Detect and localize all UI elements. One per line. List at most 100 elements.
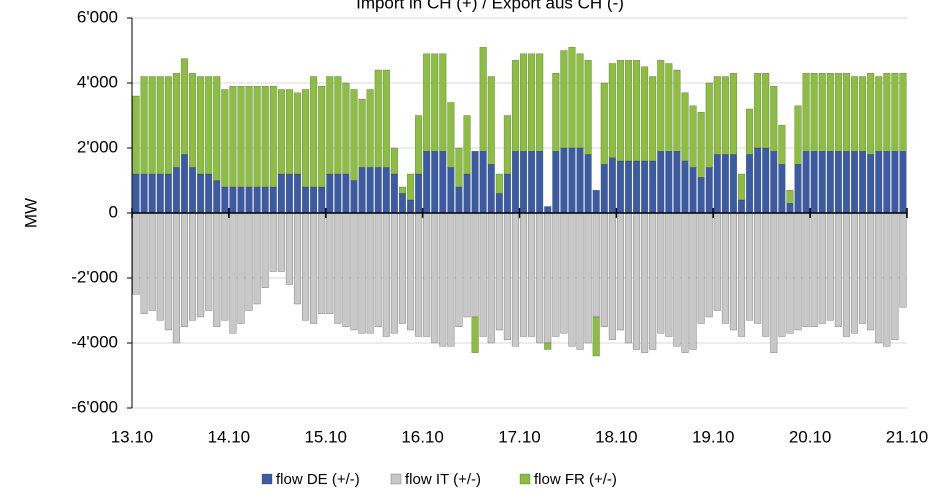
bar-segment	[641, 212, 649, 353]
bar-segment	[180, 154, 189, 214]
legend-swatch	[261, 473, 273, 485]
bar-segment	[479, 151, 487, 214]
bar-segment	[342, 173, 350, 214]
bar-segment	[374, 212, 382, 327]
bar-segment	[560, 50, 568, 149]
bar-segment	[455, 212, 463, 327]
bar-segment	[180, 58, 189, 155]
bar-segment	[624, 60, 633, 162]
bar-segment	[689, 105, 697, 168]
bar-segment	[713, 76, 721, 155]
bar-segment	[398, 212, 407, 324]
bar-segment	[544, 212, 552, 344]
bar-segment	[867, 154, 875, 214]
bar-segment	[511, 151, 520, 214]
bar-segment	[164, 173, 172, 214]
bar-segment	[358, 167, 366, 214]
bar-segment	[810, 73, 818, 152]
bar-segment	[850, 151, 859, 214]
bar-segment	[762, 73, 770, 149]
bar-segment	[398, 186, 407, 194]
y-axis-label: MW	[21, 198, 40, 228]
bar-segment	[180, 212, 189, 327]
bar-segment	[697, 212, 705, 324]
bar-segment	[398, 193, 407, 214]
bar-segment	[503, 212, 511, 340]
y-tick-label: 4'000	[77, 72, 118, 91]
bar-segment	[431, 151, 439, 214]
bar-segment	[600, 82, 608, 165]
bar-segment	[810, 212, 818, 327]
bar-segment	[641, 160, 649, 214]
bar-segment	[875, 212, 883, 344]
bar-segment	[665, 151, 673, 214]
bar-segment	[568, 212, 576, 347]
bar-segment	[213, 212, 221, 327]
bar-segment	[608, 63, 616, 158]
bar-segment	[172, 73, 180, 168]
bar-segment	[657, 151, 665, 214]
bar-segment	[697, 177, 705, 214]
bar-segment	[883, 151, 891, 214]
bar-segment	[132, 95, 140, 175]
bar-segment	[423, 212, 431, 337]
bar-segment	[277, 173, 285, 214]
bar-segment	[899, 73, 907, 152]
legend-swatch	[390, 473, 402, 485]
bar-segment	[415, 115, 423, 175]
bar-segment	[729, 154, 737, 214]
bar-segment	[552, 73, 560, 152]
bar-segment	[269, 86, 277, 188]
bar-segment	[229, 186, 237, 214]
bar-segment	[197, 173, 205, 214]
bar-segment	[277, 89, 285, 175]
bar-segment	[285, 89, 293, 175]
bar-segment	[519, 212, 528, 337]
x-tick-label: 13.10	[111, 427, 154, 446]
bar-segment	[536, 151, 544, 214]
bar-segment	[608, 212, 616, 340]
bar-segment	[810, 151, 818, 214]
bar-segment	[568, 147, 576, 214]
bar-segment	[334, 173, 342, 214]
bar-segment	[713, 154, 721, 214]
bar-segment	[221, 186, 229, 214]
bar-segment	[826, 73, 834, 152]
bar-segment	[859, 76, 867, 152]
bar-segment	[415, 173, 423, 214]
bar-segment	[528, 212, 536, 337]
bar-segment	[471, 212, 479, 318]
bar-segment	[293, 173, 302, 214]
bar-segment	[616, 160, 624, 214]
bar-segment	[786, 190, 794, 204]
bar-segment	[455, 147, 463, 188]
bar-segment	[310, 186, 318, 214]
bar-segment	[318, 86, 326, 188]
bar-segment	[253, 186, 261, 214]
bar-segment	[213, 180, 221, 214]
bar-segment	[737, 212, 746, 337]
bar-segment	[681, 92, 689, 162]
bar-segment	[697, 112, 705, 178]
bar-segment	[471, 316, 479, 353]
bar-segment	[705, 167, 713, 214]
bar-segment	[681, 212, 689, 353]
bar-segment	[164, 76, 172, 175]
bar-segment	[689, 167, 697, 214]
bar-segment	[721, 212, 729, 324]
bar-segment	[197, 76, 205, 175]
bar-segment	[883, 212, 891, 347]
bar-segment	[519, 53, 528, 152]
bar-segment	[374, 167, 382, 214]
bar-segment	[205, 212, 213, 311]
y-tick-label: 0	[109, 202, 118, 221]
bar-segment	[293, 212, 302, 305]
bar-segment	[657, 212, 665, 334]
bar-segment	[584, 154, 592, 214]
bar-segment	[487, 212, 495, 344]
bar-segment	[657, 60, 665, 152]
bar-segment	[552, 151, 560, 214]
bar-segment	[883, 73, 891, 152]
bar-segment	[148, 76, 156, 175]
bar-segment	[899, 151, 907, 214]
